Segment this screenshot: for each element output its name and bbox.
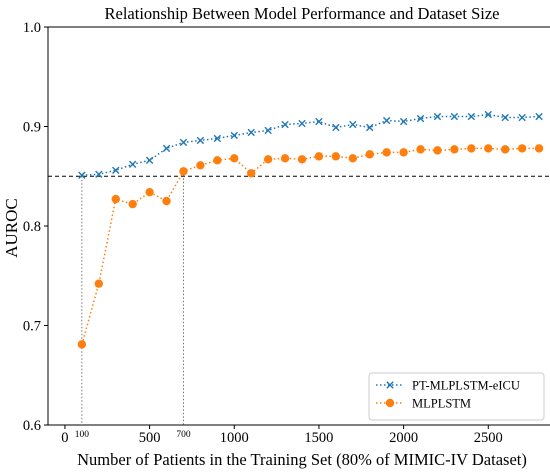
data-point <box>535 112 543 121</box>
data-point <box>467 112 476 121</box>
data-point <box>399 148 408 157</box>
series-layer <box>77 110 544 349</box>
legend-marker <box>386 381 394 389</box>
data-point <box>534 144 544 153</box>
data-point <box>128 160 137 169</box>
data-point <box>247 169 256 178</box>
legend-label: MLPLSTM <box>412 397 471 411</box>
data-point <box>95 170 103 178</box>
data-point <box>179 167 188 176</box>
x-tick-label-minor: 700 <box>176 430 191 440</box>
axis-ticks: 0.6 0.7 0.8 0.9 1.0 0 500 1000 1500 2000 2500 100 70… <box>23 20 503 446</box>
data-point <box>77 340 87 349</box>
x-tick-label: 2500 <box>474 430 503 446</box>
data-point <box>501 113 509 122</box>
x-tick-label: 0 <box>61 430 68 446</box>
data-point <box>366 123 374 132</box>
data-point <box>484 144 493 153</box>
data-point <box>230 131 238 140</box>
legend-box <box>368 372 545 421</box>
x-tick-label: 1500 <box>304 430 333 446</box>
data-point <box>145 187 154 197</box>
data-point <box>196 136 205 145</box>
data-point <box>501 145 510 154</box>
data-point <box>298 119 306 128</box>
data-point <box>348 154 357 163</box>
data-point <box>280 154 290 163</box>
x-tick-label-minor: 100 <box>75 430 90 440</box>
data-point <box>484 110 492 119</box>
y-tick-label: 0.6 <box>23 418 41 434</box>
series-pt-mlplstm-eicu <box>78 110 543 179</box>
data-point <box>382 148 391 157</box>
data-point <box>263 155 273 164</box>
data-point <box>433 112 442 121</box>
data-point <box>331 152 341 161</box>
data-point <box>314 152 324 161</box>
data-point <box>247 128 255 137</box>
data-point <box>382 116 391 125</box>
legend-label: PT-MLPLSTM-eICU <box>412 379 520 393</box>
data-point <box>416 114 425 123</box>
data-point <box>230 154 239 163</box>
y-tick-label: 0.7 <box>23 319 41 335</box>
data-point <box>196 161 205 170</box>
chart-title: Relationship Between Model Performance a… <box>105 4 500 23</box>
data-point <box>518 113 526 122</box>
data-point <box>416 145 425 154</box>
data-point <box>332 123 340 132</box>
data-point <box>517 144 527 153</box>
data-point <box>145 156 154 165</box>
data-point <box>365 150 374 159</box>
data-point <box>213 134 222 143</box>
guide-lines <box>48 171 550 425</box>
data-point <box>281 120 289 129</box>
x-tick-label: 500 <box>139 430 161 446</box>
data-point <box>128 199 137 209</box>
data-point <box>94 279 104 288</box>
data-point <box>78 171 86 179</box>
data-point <box>315 117 323 126</box>
series-line <box>81 147 540 345</box>
data-point <box>112 166 120 174</box>
y-tick-label: 0.9 <box>23 120 41 136</box>
data-point <box>213 156 222 165</box>
data-point <box>399 117 408 126</box>
data-point <box>467 144 476 153</box>
data-point <box>264 126 272 135</box>
data-point <box>349 120 357 129</box>
series-line <box>81 113 540 177</box>
data-point <box>162 196 171 206</box>
x-axis-label: Number of Patients in the Training Set (… <box>77 450 527 469</box>
legend: PT-MLPLSTM-eICU MLPLSTM <box>368 372 545 421</box>
data-point <box>433 146 442 155</box>
legend-marker <box>385 398 395 408</box>
data-point <box>179 138 188 147</box>
data-point <box>162 144 171 153</box>
data-point <box>450 145 459 154</box>
y-tick-label: 0.8 <box>23 219 41 235</box>
y-axis-label: AUROC <box>2 198 21 258</box>
data-point <box>297 155 307 164</box>
data-point <box>111 194 120 204</box>
y-tick-label: 1.0 <box>23 20 41 36</box>
x-tick-label: 1000 <box>220 430 249 446</box>
data-point <box>450 112 459 121</box>
x-tick-label: 2000 <box>389 430 418 446</box>
plot-frame <box>47 26 550 426</box>
series-mlplstm <box>77 144 544 349</box>
